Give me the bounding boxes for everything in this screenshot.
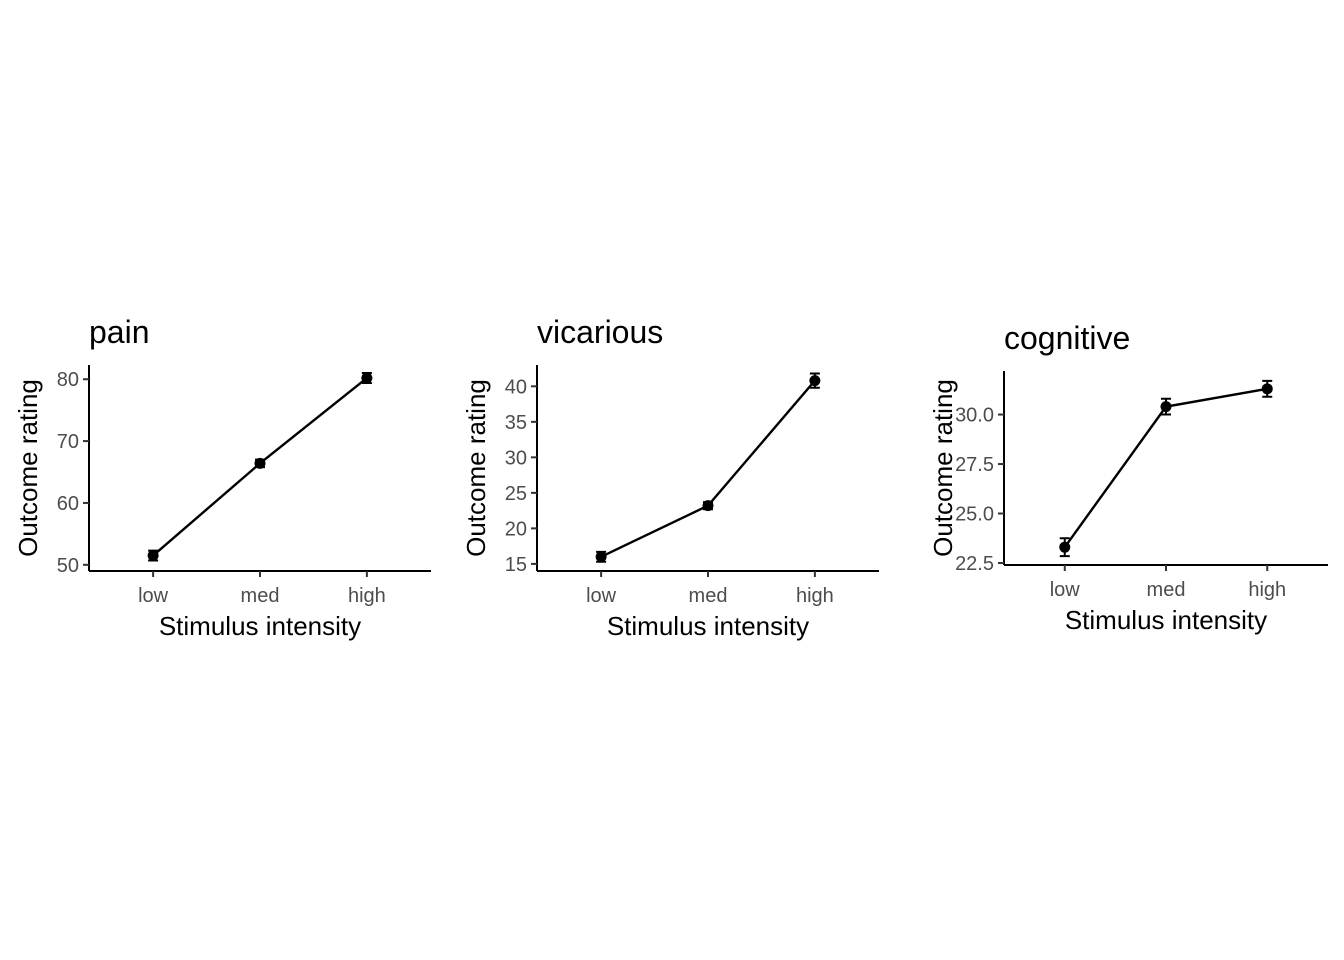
x-tick-label: low: [138, 585, 169, 607]
x-tick-label: high: [348, 585, 386, 607]
y-axis-title: Outcome rating: [928, 379, 958, 557]
data-point: [1261, 383, 1273, 395]
data-point: [809, 375, 821, 387]
y-tick-label: 22.5: [955, 553, 994, 575]
y-tick-label: 35: [505, 412, 527, 434]
y-tick-label: 70: [57, 431, 79, 453]
y-tick-label: 30: [505, 447, 527, 469]
y-tick-label: 60: [57, 493, 79, 515]
data-point: [1160, 401, 1172, 413]
y-axis-title: Outcome rating: [461, 379, 491, 557]
data-point: [1059, 541, 1071, 553]
x-tick-label: high: [796, 585, 834, 607]
panel-cognitive: cognitive 22.5 25.0 27.5 30.0 low med high Stimu…: [928, 320, 1328, 635]
y-tick-label: 50: [57, 555, 79, 577]
panel-title: cognitive: [1004, 320, 1130, 356]
data-point: [595, 551, 607, 563]
data-point: [254, 457, 266, 469]
x-tick-label: high: [1248, 579, 1286, 601]
panel-vicarious: vicarious 15 20 25 30 35 40 low med high Stimulus …: [461, 314, 879, 641]
x-tick-label: low: [586, 585, 617, 607]
panel-title: vicarious: [537, 314, 663, 350]
y-axis-title: Outcome rating: [13, 379, 43, 557]
series-line: [600, 379, 816, 558]
panel-title: pain: [89, 314, 150, 350]
x-tick-label: med: [241, 585, 280, 607]
y-tick-label: 20: [505, 518, 527, 540]
y-tick-label: 15: [505, 554, 527, 576]
y-tick-label: 25: [505, 483, 527, 505]
x-tick-label: med: [1147, 579, 1186, 601]
x-tick-label: low: [1050, 579, 1081, 601]
y-tick-label: 25.0: [955, 504, 994, 526]
y-tick-label: 80: [57, 369, 79, 391]
data-point: [147, 550, 159, 562]
y-tick-label: 30.0: [955, 405, 994, 427]
y-tick-label: 40: [505, 376, 527, 398]
x-axis-title: Stimulus intensity: [607, 611, 809, 641]
panel-pain: pain 50 60 70 80 low med high Stimulus intensity…: [13, 314, 431, 641]
x-tick-label: med: [689, 585, 728, 607]
x-axis-title: Stimulus intensity: [1065, 605, 1267, 635]
data-point: [702, 500, 714, 512]
data-point: [361, 372, 373, 384]
x-axis-title: Stimulus intensity: [159, 611, 361, 641]
y-tick-label: 27.5: [955, 454, 994, 476]
